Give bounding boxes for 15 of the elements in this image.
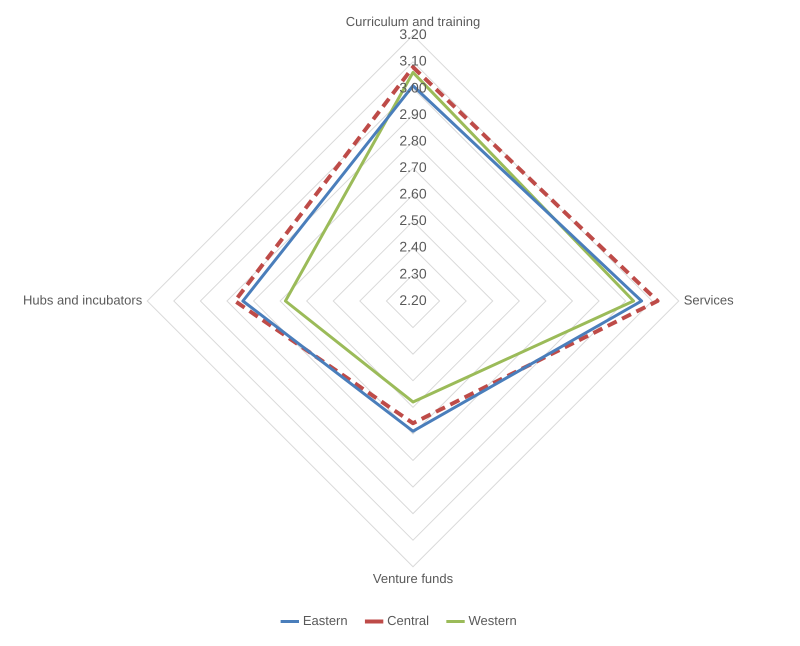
spoke-label: Services: [684, 292, 734, 308]
y-tick-label: 2.70: [399, 158, 427, 175]
legend-label: Central: [387, 613, 430, 628]
y-tick-label: 2.40: [399, 238, 427, 255]
y-tick-label: 2.80: [399, 132, 427, 148]
spoke-label: Venture funds: [372, 571, 454, 586]
y-tick-label: 2.50: [399, 212, 427, 228]
y-tick-label: 2.60: [399, 186, 427, 202]
y-tick-label: 2.30: [399, 265, 427, 282]
y-tick-label: 2.20: [399, 292, 427, 308]
legend-label: Eastern: [302, 613, 348, 628]
spoke-label: Hubs and incubators: [22, 292, 143, 308]
y-tick-label: 2.90: [399, 106, 427, 122]
legend-label: Western: [468, 613, 517, 628]
y-tick-label: 3.10: [399, 52, 427, 69]
